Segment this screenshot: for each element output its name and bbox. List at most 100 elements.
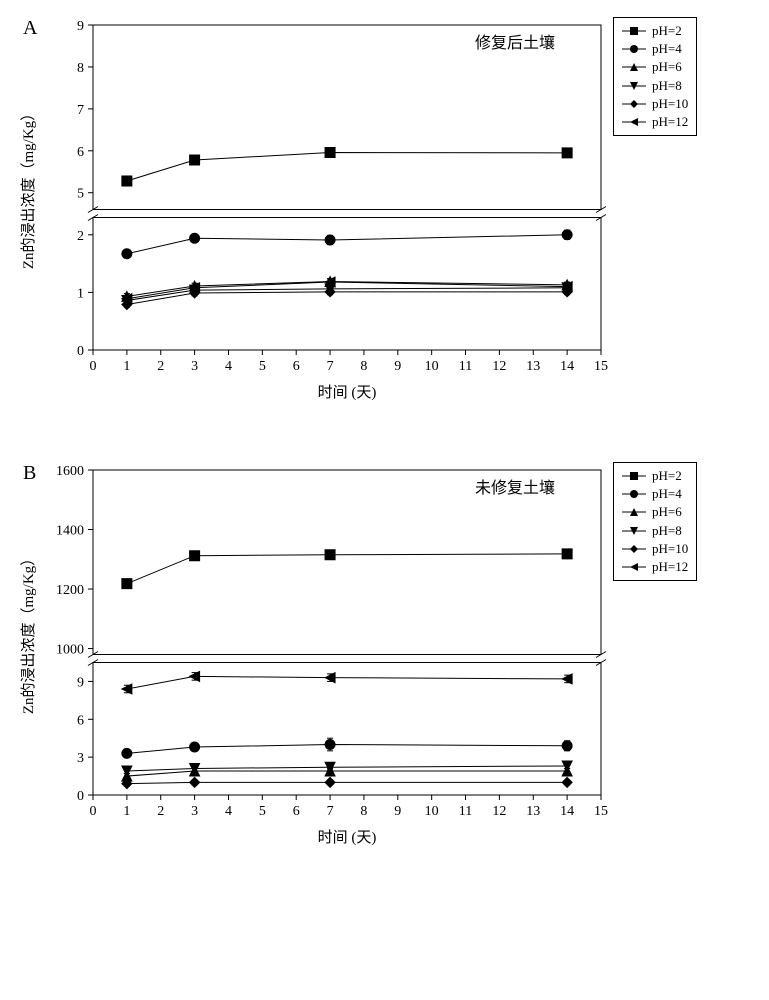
legend-item: pH=6 xyxy=(620,58,688,76)
legend-a: pH=2 pH=4 pH=6 pH=8 pH=10 pH=1 xyxy=(613,17,697,136)
svg-text:9: 9 xyxy=(77,19,84,34)
svg-text:7: 7 xyxy=(77,103,84,118)
svg-text:14: 14 xyxy=(560,359,574,374)
chart-b-svg: 0123456789101112131415时间 (天)036910001200… xyxy=(15,460,615,850)
legend-item: pH=10 xyxy=(620,540,688,558)
legend-marker-icon xyxy=(620,468,648,484)
figure-container: A 修复后土壤 0123456789101112131415时间 (天)0125… xyxy=(15,15,754,855)
svg-text:8: 8 xyxy=(77,61,84,76)
legend-marker-icon xyxy=(620,59,648,75)
svg-text:10: 10 xyxy=(425,359,439,374)
svg-text:12: 12 xyxy=(492,804,506,819)
chart-a-svg: 0123456789101112131415时间 (天)01256789Zn的浸… xyxy=(15,15,615,405)
svg-text:6: 6 xyxy=(77,145,84,160)
svg-text:1200: 1200 xyxy=(56,583,84,598)
svg-text:1: 1 xyxy=(123,359,130,374)
svg-text:5: 5 xyxy=(77,187,84,202)
legend-label: pH=10 xyxy=(652,95,688,113)
svg-text:13: 13 xyxy=(526,804,540,819)
svg-text:8: 8 xyxy=(360,359,367,374)
legend-item: pH=2 xyxy=(620,22,688,40)
legend-label: pH=10 xyxy=(652,540,688,558)
svg-text:2: 2 xyxy=(77,229,84,244)
legend-label: pH=4 xyxy=(652,485,682,503)
legend-label: pH=8 xyxy=(652,77,682,95)
chart-a-row: A 修复后土壤 0123456789101112131415时间 (天)0125… xyxy=(15,15,754,410)
legend-item: pH=8 xyxy=(620,522,688,540)
svg-text:15: 15 xyxy=(594,804,608,819)
svg-text:4: 4 xyxy=(225,804,232,819)
legend-item: pH=12 xyxy=(620,558,688,576)
svg-text:6: 6 xyxy=(77,713,84,728)
svg-text:0: 0 xyxy=(77,344,84,359)
legend-label: pH=2 xyxy=(652,467,682,485)
svg-text:3: 3 xyxy=(191,804,198,819)
svg-text:3: 3 xyxy=(77,751,84,766)
svg-text:11: 11 xyxy=(459,359,472,374)
legend-marker-icon xyxy=(620,523,648,539)
svg-text:6: 6 xyxy=(293,359,300,374)
svg-text:0: 0 xyxy=(90,804,97,819)
panel-label-a: A xyxy=(23,17,37,40)
legend-item: pH=4 xyxy=(620,40,688,58)
svg-text:9: 9 xyxy=(394,359,401,374)
chart-b-wrapper: B 未修复土壤 0123456789101112131415时间 (天)0369… xyxy=(15,460,615,855)
svg-text:1000: 1000 xyxy=(56,643,84,658)
svg-text:9: 9 xyxy=(77,675,84,690)
legend-marker-icon xyxy=(620,78,648,94)
legend-label: pH=12 xyxy=(652,113,688,131)
svg-text:6: 6 xyxy=(293,804,300,819)
chart-a-wrapper: A 修复后土壤 0123456789101112131415时间 (天)0125… xyxy=(15,15,615,410)
legend-item: pH=8 xyxy=(620,77,688,95)
legend-label: pH=4 xyxy=(652,40,682,58)
chart-b-row: B 未修复土壤 0123456789101112131415时间 (天)0369… xyxy=(15,460,754,855)
legend-marker-icon xyxy=(620,486,648,502)
svg-text:15: 15 xyxy=(594,359,608,374)
legend-marker-icon xyxy=(620,541,648,557)
svg-text:5: 5 xyxy=(259,804,266,819)
svg-text:3: 3 xyxy=(191,359,198,374)
svg-text:2: 2 xyxy=(157,359,164,374)
svg-text:1400: 1400 xyxy=(56,524,84,539)
legend-item: pH=2 xyxy=(620,467,688,485)
svg-text:7: 7 xyxy=(327,359,334,374)
legend-marker-icon xyxy=(620,41,648,57)
svg-text:Zn的浸出浓度（mg/Kg）: Zn的浸出浓度（mg/Kg） xyxy=(20,106,37,269)
legend-label: pH=12 xyxy=(652,558,688,576)
svg-text:4: 4 xyxy=(225,359,232,374)
svg-text:时间 (天): 时间 (天) xyxy=(318,829,377,846)
svg-text:5: 5 xyxy=(259,359,266,374)
legend-label: pH=2 xyxy=(652,22,682,40)
svg-text:0: 0 xyxy=(77,789,84,804)
legend-item: pH=12 xyxy=(620,113,688,131)
legend-marker-icon xyxy=(620,504,648,520)
inner-title-a: 修复后土壤 xyxy=(475,29,555,53)
svg-text:9: 9 xyxy=(394,804,401,819)
legend-label: pH=6 xyxy=(652,503,682,521)
svg-text:0: 0 xyxy=(90,359,97,374)
legend-label: pH=6 xyxy=(652,58,682,76)
inner-title-b: 未修复土壤 xyxy=(475,474,555,498)
svg-text:1: 1 xyxy=(77,286,84,301)
svg-text:1: 1 xyxy=(123,804,130,819)
legend-item: pH=4 xyxy=(620,485,688,503)
svg-text:11: 11 xyxy=(459,804,472,819)
legend-b: pH=2 pH=4 pH=6 pH=8 pH=10 pH=1 xyxy=(613,462,697,581)
svg-text:10: 10 xyxy=(425,804,439,819)
panel-label-b: B xyxy=(23,462,36,485)
svg-text:7: 7 xyxy=(327,804,334,819)
legend-marker-icon xyxy=(620,23,648,39)
svg-text:12: 12 xyxy=(492,359,506,374)
legend-label: pH=8 xyxy=(652,522,682,540)
legend-marker-icon xyxy=(620,559,648,575)
legend-marker-icon xyxy=(620,96,648,112)
svg-text:Zn的浸出浓度（mg/Kg）: Zn的浸出浓度（mg/Kg） xyxy=(20,551,37,714)
svg-text:14: 14 xyxy=(560,804,574,819)
svg-text:时间 (天): 时间 (天) xyxy=(318,384,377,401)
svg-text:13: 13 xyxy=(526,359,540,374)
legend-marker-icon xyxy=(620,114,648,130)
svg-text:1600: 1600 xyxy=(56,464,84,479)
svg-text:2: 2 xyxy=(157,804,164,819)
legend-item: pH=10 xyxy=(620,95,688,113)
svg-text:8: 8 xyxy=(360,804,367,819)
